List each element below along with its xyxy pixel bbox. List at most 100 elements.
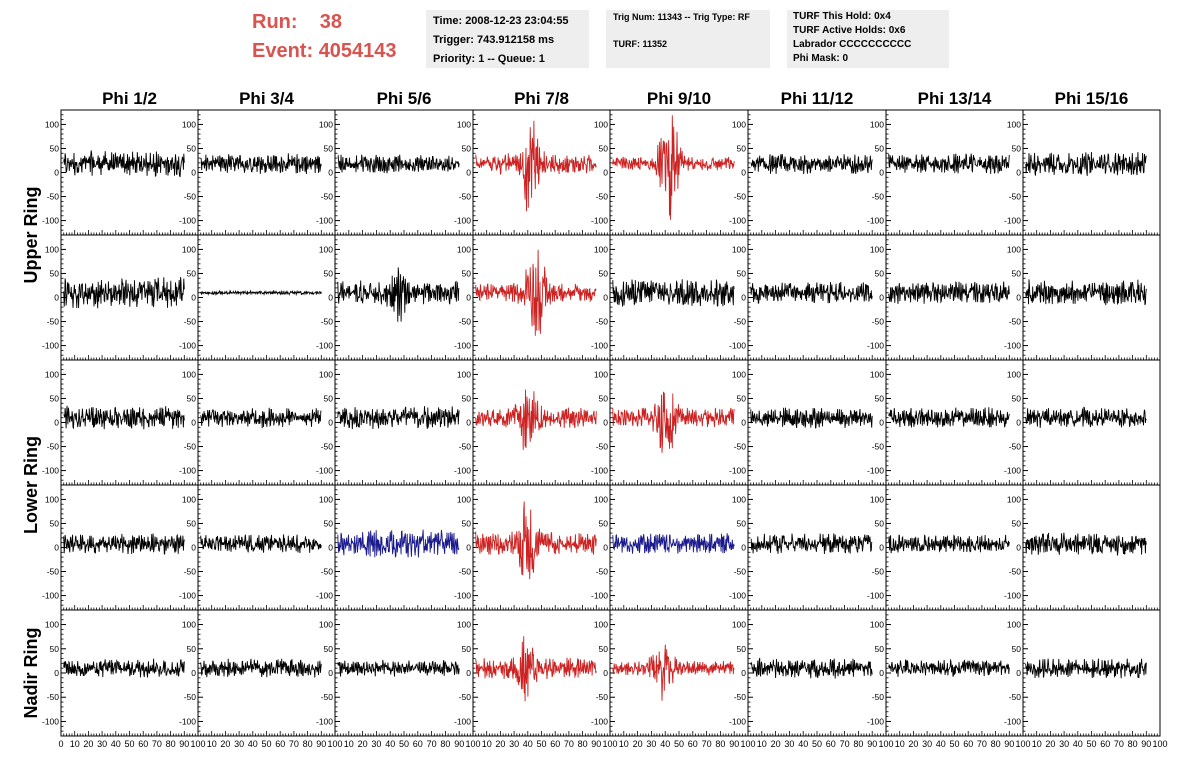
x-tick-label-c7: 70 xyxy=(977,739,987,749)
x-tick-label-c4: 60 xyxy=(550,739,560,749)
y-tick-label-r3-c8: 100 xyxy=(1007,369,1021,379)
run-event-header: Run: 38 Event: 4054143 xyxy=(252,8,397,66)
y-tick-label-r3-c7: 50 xyxy=(875,393,885,403)
waveform-trace-r5-c5 xyxy=(612,644,735,701)
y-tick-label-r3-c2: 50 xyxy=(187,393,197,403)
y-tick-label-r5-c6: -50 xyxy=(734,692,747,702)
phi-mask-text: Phi Mask: 0 xyxy=(793,53,849,64)
y-tick-label-r2-c4: 50 xyxy=(462,268,472,278)
y-tick-label-r2-c8: -100 xyxy=(1004,341,1021,351)
y-tick-label-r3-c4: 0 xyxy=(466,418,471,428)
y-tick-label-r4-c3: 0 xyxy=(328,543,333,553)
waveform-trace-r3-c5 xyxy=(612,391,735,453)
x-tick-label-c6: 70 xyxy=(840,739,850,749)
x-tick-label-c2: 100 xyxy=(327,739,342,749)
waveform-trace-r4-c1 xyxy=(63,533,185,555)
y-tick-label-r5-c8: 50 xyxy=(1012,644,1022,654)
x-tick-label-c2: 60 xyxy=(275,739,285,749)
y-tick-label-r2-c4: -100 xyxy=(454,341,471,351)
x-tick-label-c7: 20 xyxy=(908,739,918,749)
y-tick-label-r4-c3: 100 xyxy=(319,494,333,504)
y-tick-label-r3-c5: 0 xyxy=(603,418,608,428)
y-tick-label-r5-c8: 0 xyxy=(1016,668,1021,678)
y-tick-label-r4-c8: -50 xyxy=(1009,567,1022,577)
waveform-trace-r2-c6 xyxy=(750,281,873,304)
y-tick-label-r1-c6: 100 xyxy=(732,119,746,129)
labrador-text: Labrador CCCCCCCCCC xyxy=(793,39,912,50)
y-tick-label-r5-c1: -100 xyxy=(42,716,59,726)
x-tick-label-c7: 60 xyxy=(963,739,973,749)
x-tick-label-c4: 50 xyxy=(536,739,546,749)
y-tick-label-r1-c4: 100 xyxy=(457,119,471,129)
x-tick-label-c3: 30 xyxy=(371,739,381,749)
panel-frame-r1-c6 xyxy=(747,109,887,236)
y-tick-label-r2-c5: 50 xyxy=(599,268,609,278)
waveform-trace-r2-c5 xyxy=(612,279,735,307)
y-tick-label-r3-c6: -100 xyxy=(729,466,746,476)
waveform-trace-r3-c8 xyxy=(1025,406,1147,428)
y-tick-label-r2-c4: 0 xyxy=(466,293,471,303)
x-tick-label-c5: 10 xyxy=(619,739,629,749)
y-tick-label-r5-c7: 100 xyxy=(870,620,884,630)
x-tick-label-c2: 50 xyxy=(261,739,271,749)
y-tick-label-r2-c3: -100 xyxy=(316,341,333,351)
y-tick-label-r3-c3: -50 xyxy=(321,442,334,452)
y-tick-label-r3-c4: 100 xyxy=(457,369,471,379)
waveform-trace-r3-c1 xyxy=(63,405,185,430)
y-tick-label-r5-c1: 100 xyxy=(45,620,59,630)
x-tick-label-c6: 10 xyxy=(757,739,767,749)
y-tick-label-r2-c1: -100 xyxy=(42,341,59,351)
column-header-4: Phi 7/8 xyxy=(514,89,569,108)
y-tick-label-r4-c3: -100 xyxy=(316,591,333,601)
x-tick-label-c4: 10 xyxy=(482,739,492,749)
waveform-trace-r4-c3 xyxy=(337,529,460,558)
waveform-trace-r1-c4 xyxy=(475,120,597,212)
y-tick-label-r5-c1: -50 xyxy=(47,692,60,702)
row-label-1: Upper Ring xyxy=(21,187,41,284)
y-tick-label-r1-c7: -100 xyxy=(867,216,884,226)
x-tick-label-c4: 70 xyxy=(564,739,574,749)
y-tick-label-r1-c6: 0 xyxy=(741,168,746,178)
x-tick-label-c8: 40 xyxy=(1073,739,1083,749)
x-tick-label-c1: 40 xyxy=(111,739,121,749)
x-tick-label-c2: 90 xyxy=(316,739,326,749)
y-tick-label-r1-c2: 0 xyxy=(191,168,196,178)
column-header-1: Phi 1/2 xyxy=(102,89,157,108)
y-tick-label-r5-c3: 100 xyxy=(319,620,333,630)
y-tick-label-r4-c5: -50 xyxy=(596,567,609,577)
y-tick-label-r2-c6: 0 xyxy=(741,293,746,303)
run-value: 38 xyxy=(319,11,343,33)
run-label: Run: xyxy=(252,11,298,33)
y-tick-label-r5-c3: 50 xyxy=(324,644,334,654)
y-tick-label-r3-c1: 100 xyxy=(45,369,59,379)
y-tick-label-r3-c5: 100 xyxy=(594,369,608,379)
y-tick-label-r3-c8: -100 xyxy=(1004,466,1021,476)
y-tick-label-r4-c5: 100 xyxy=(594,494,608,504)
y-tick-label-r2-c8: -50 xyxy=(1009,317,1022,327)
y-tick-label-r1-c8: 50 xyxy=(1012,143,1022,153)
y-tick-label-r4-c6: -100 xyxy=(729,591,746,601)
y-tick-label-r1-c8: 0 xyxy=(1016,168,1021,178)
y-tick-label-r3-c2: -50 xyxy=(184,442,197,452)
x-tick-label-c3: 80 xyxy=(440,739,450,749)
waveform-trace-r3-c3 xyxy=(337,406,460,430)
panel-frame-r2-c2 xyxy=(197,234,336,361)
y-tick-label-r3-c5: 50 xyxy=(599,393,609,403)
y-tick-label-r3-c1: -100 xyxy=(42,466,59,476)
y-tick-label-r1-c2: 50 xyxy=(187,143,197,153)
panel-frame-r4-c5 xyxy=(609,484,749,611)
y-tick-label-r1-c7: -50 xyxy=(872,192,885,202)
waveform-trace-r5-c2 xyxy=(200,658,322,678)
y-tick-label-r1-c2: -100 xyxy=(179,216,196,226)
y-tick-label-r1-c1: -100 xyxy=(42,216,59,226)
x-tick-label-c5: 30 xyxy=(646,739,656,749)
y-tick-label-r1-c2: 100 xyxy=(182,119,196,129)
waveform-trace-r1-c2 xyxy=(200,153,322,175)
y-tick-label-r5-c5: -100 xyxy=(591,716,608,726)
y-tick-label-r1-c6: 50 xyxy=(737,143,747,153)
y-tick-label-r2-c2: 0 xyxy=(191,293,196,303)
y-tick-label-r3-c7: -100 xyxy=(867,466,884,476)
y-tick-label-r4-c4: 100 xyxy=(457,494,471,504)
waveform-trace-r5-c7 xyxy=(888,659,1010,677)
y-tick-label-r4-c2: 100 xyxy=(182,494,196,504)
